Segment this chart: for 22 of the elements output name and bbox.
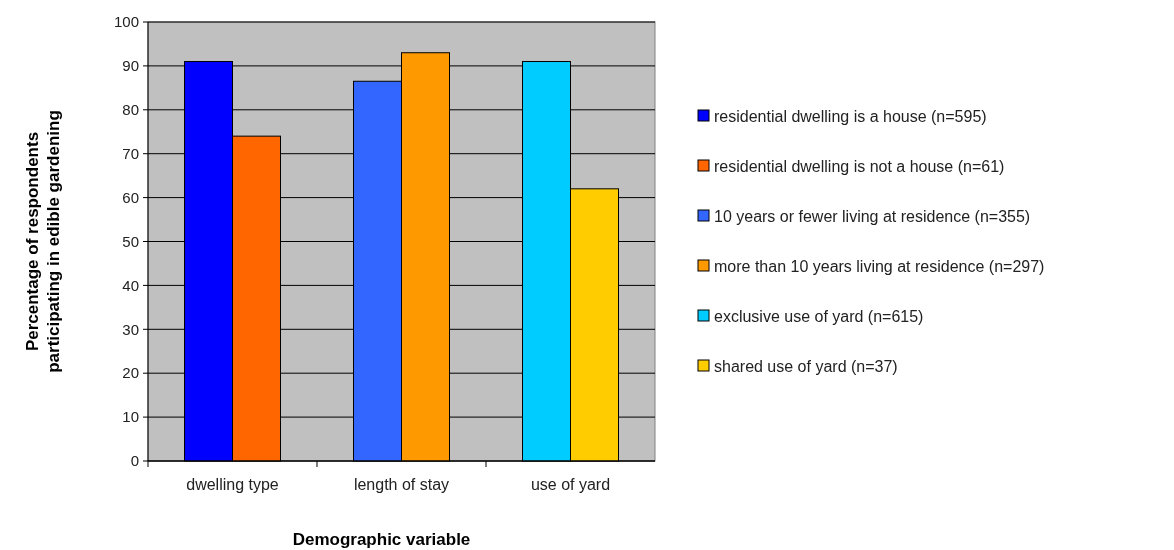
y-tick-label: 30 xyxy=(122,320,139,338)
x-tick-label: dwelling type xyxy=(186,476,279,493)
legend-label: exclusive use of yard (n=615) xyxy=(714,307,924,325)
y-tick-label: 0 xyxy=(130,452,139,470)
x-axis-title: Demographic variable xyxy=(292,530,471,549)
legend-label: 10 years or fewer living at residence (n=355) xyxy=(714,207,1031,225)
y-tick-label: 80 xyxy=(122,101,139,119)
y-tick-label: 70 xyxy=(122,144,139,162)
legend-label: shared use of yard (n=37) xyxy=(714,357,898,375)
x-tick-label: use of yard xyxy=(530,476,611,493)
legend-label: residential dwelling is a house (n=595) xyxy=(714,107,987,125)
legend-label: residential dwelling is not a house (n=61) xyxy=(714,157,1005,175)
y-tick-label: 50 xyxy=(122,232,139,250)
y-tick-label: 40 xyxy=(122,276,139,294)
x-tick-label: length of stay xyxy=(353,476,450,493)
y-tick-label: 20 xyxy=(122,364,139,382)
legend-label: more than 10 years living at residence (n=297) xyxy=(714,257,1045,275)
y-tick-label: 90 xyxy=(122,57,139,75)
y-tick-label: 100 xyxy=(113,13,139,31)
y-tick-label: 10 xyxy=(122,408,139,426)
y-tick-label: 60 xyxy=(122,188,139,206)
y-axis-title: Percentage of respondents participating in edible gardening xyxy=(23,110,63,373)
